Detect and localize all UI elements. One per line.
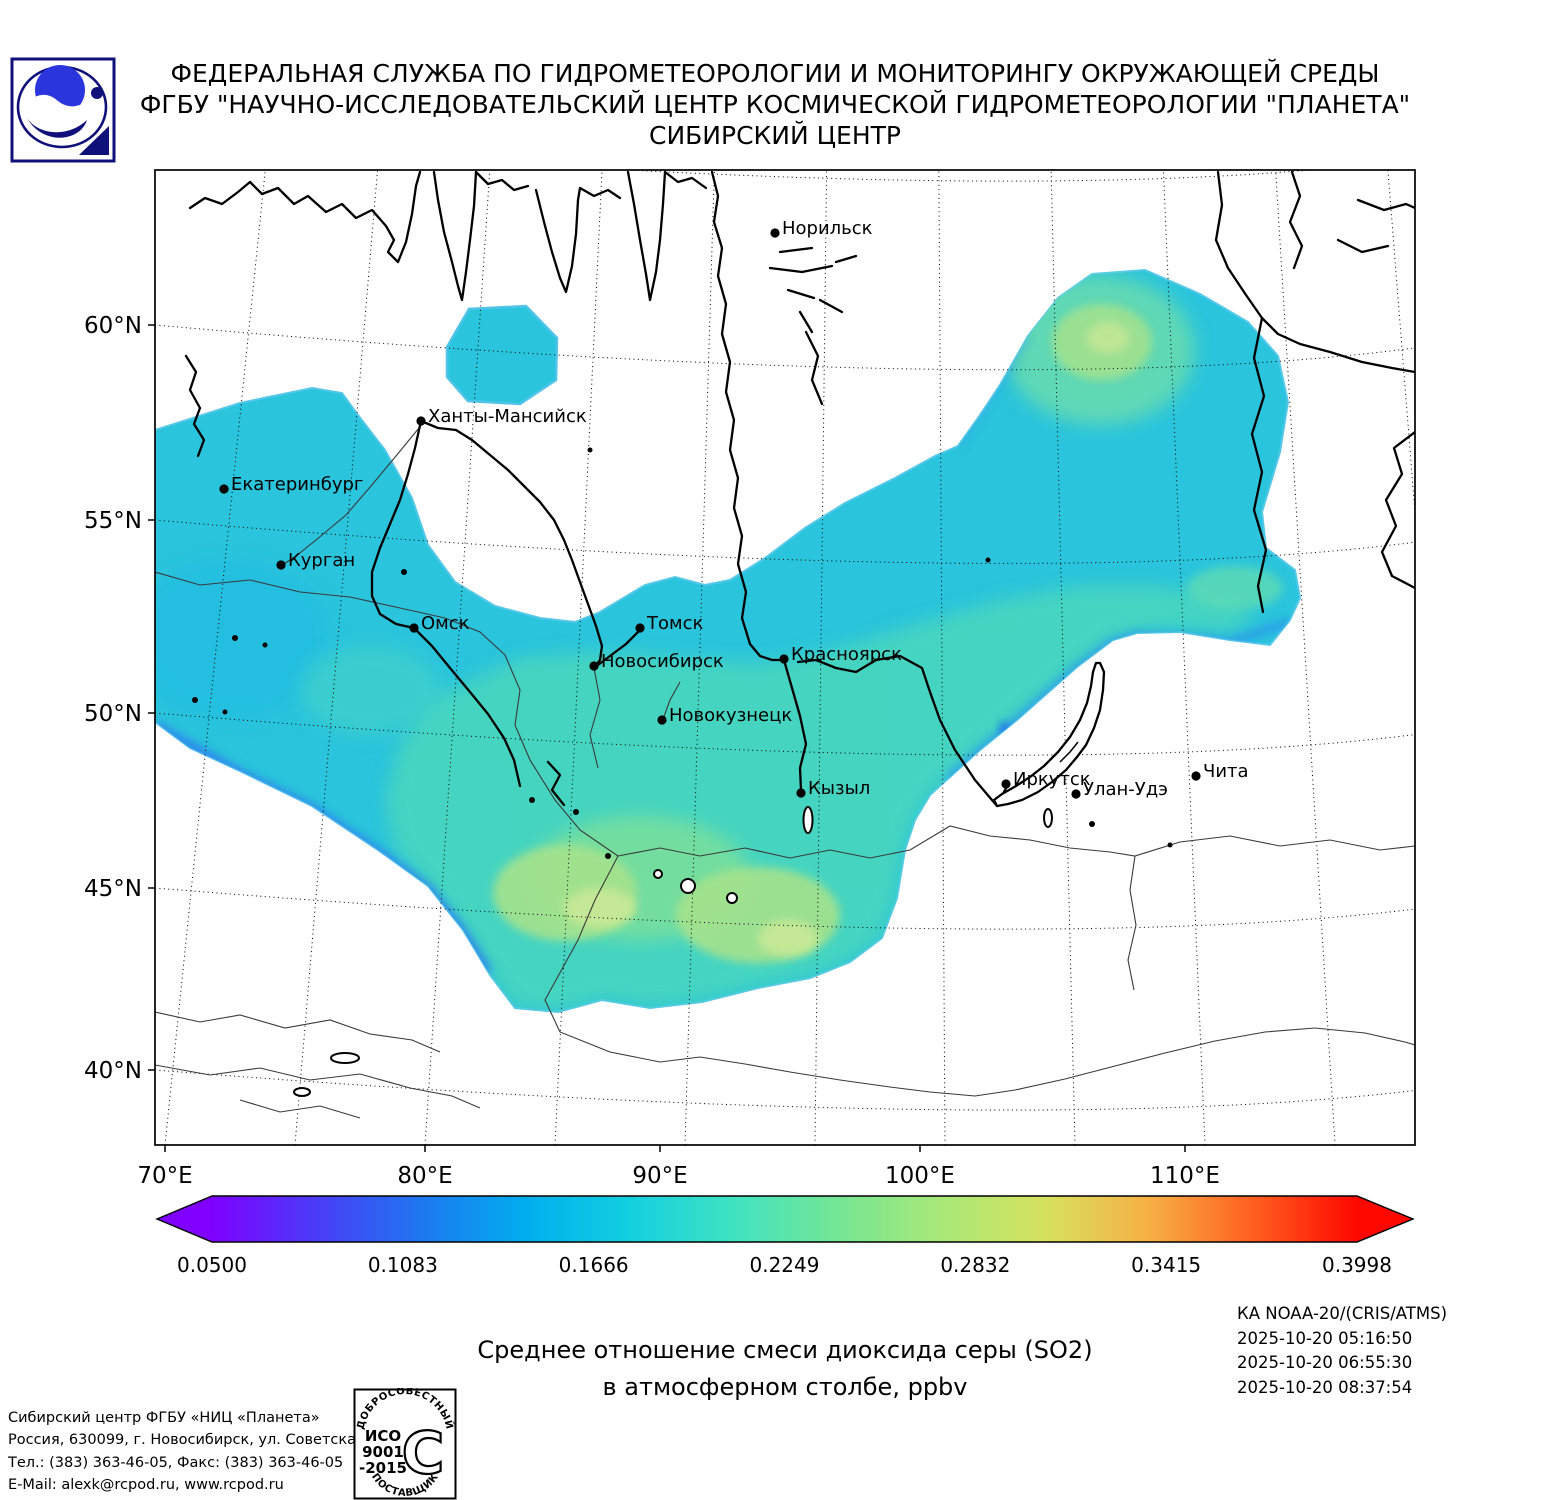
footer-line: Россия, 630099, г. Новосибирск, ул. Сове… bbox=[8, 1432, 393, 1449]
city-label: Чита bbox=[1203, 761, 1249, 782]
graticule-grid bbox=[155, 170, 1415, 1145]
city-label: Екатеринбург bbox=[231, 474, 363, 495]
iso-line: -2015 bbox=[359, 1459, 407, 1477]
city-dot bbox=[796, 788, 806, 798]
colorbar-tick-label: 0.3998 bbox=[1322, 1253, 1392, 1277]
lon-tick-label: 110°E bbox=[1150, 1163, 1220, 1189]
small-lakes bbox=[192, 447, 1173, 859]
city-label: Норильск bbox=[782, 218, 873, 239]
city-dot bbox=[589, 661, 599, 671]
colorbar-tick-labels: 0.0500 0.1083 0.1666 0.2249 0.2832 0.3415 0.39… bbox=[177, 1253, 1392, 1277]
colorbar: 0.0500 0.1083 0.1666 0.2249 0.2832 0.3415 0.39… bbox=[155, 1195, 1415, 1277]
lon-tick-label: 70°E bbox=[137, 1163, 192, 1189]
footer-contact: Сибирский центр ФГБУ «НИЦ «Планета» Росс… bbox=[8, 1407, 392, 1496]
country-borders bbox=[155, 427, 1415, 1119]
colorbar-tick-label: 0.2249 bbox=[750, 1253, 820, 1277]
lat-tick-label: 40°N bbox=[84, 1058, 142, 1084]
city-label: Красноярск bbox=[791, 644, 902, 665]
satellite-platform: КА NOAA-20/(CRIS/ATMS) bbox=[1237, 1304, 1448, 1323]
city-label: Томск bbox=[646, 613, 703, 634]
footer-line: Тел.: (383) 363-46-05, Факс: (383) 363-4… bbox=[8, 1454, 344, 1471]
city-label: Улан-Удэ bbox=[1083, 779, 1168, 800]
axis-labels: 60°N 55°N 50°N 45°N 40°N 70°E 80°E 90°E 100°E 110… bbox=[84, 313, 1220, 1189]
so2-field-hexagon-patch bbox=[445, 304, 559, 406]
planeta-logo-icon bbox=[10, 57, 116, 163]
iso-letter-c: С bbox=[402, 1419, 445, 1487]
header-title: ФЕДЕРАЛЬНАЯ СЛУЖБА ПО ГИДРОМЕТЕОРОЛОГИИ … bbox=[20, 58, 1530, 151]
planet-orbit-icon bbox=[16, 65, 109, 155]
city-dot bbox=[409, 623, 419, 633]
colorbar-tick-label: 0.1666 bbox=[559, 1253, 629, 1277]
footer-line: Сибирский центр ФГБУ «НИЦ «Планета» bbox=[8, 1410, 320, 1426]
lake-baikal bbox=[192, 447, 1173, 1097]
lat-tick-label: 50°N bbox=[84, 701, 142, 727]
city-label: Омск bbox=[421, 613, 470, 634]
city-label: Кызыл bbox=[808, 778, 870, 799]
map-frame bbox=[154, 169, 1416, 1146]
city-label: Новокузнецк bbox=[669, 705, 792, 726]
satellite-timestamp: 2025-10-20 06:55:30 bbox=[1237, 1353, 1413, 1372]
header-line-3: СИБИРСКИЙ ЦЕНТР bbox=[649, 121, 901, 150]
city-dot bbox=[276, 560, 286, 570]
caption: Среднее отношение смеси диоксида серы (S… bbox=[160, 1332, 1410, 1406]
caption-line-1: Среднее отношение смеси диоксида серы (S… bbox=[477, 1336, 1093, 1364]
city-dot bbox=[1071, 789, 1081, 799]
colorbar-tick-label: 0.3415 bbox=[1131, 1253, 1201, 1277]
colorbar-tick-label: 0.0500 bbox=[177, 1253, 247, 1277]
so2-field bbox=[155, 268, 1302, 1014]
header-line-2: ФГБУ "НАУЧНО-ИССЛЕДОВАТЕЛЬСКИЙ ЦЕНТР КОС… bbox=[139, 90, 1411, 119]
satellite-info: КА NOAA-20/(CRIS/ATMS) 2025-10-20 05:16:… bbox=[1237, 1302, 1447, 1400]
city-markers: Норильск Ханты-Мансийск Екатеринбург Курган… bbox=[219, 218, 1249, 800]
lon-tick-label: 80°E bbox=[397, 1163, 452, 1189]
satellite-timestamp: 2025-10-20 05:16:50 bbox=[1237, 1328, 1413, 1348]
city-dot bbox=[635, 623, 645, 633]
city-dot bbox=[657, 715, 667, 725]
footer-line: E-Mail: alexk@rcpod.ru, www.rcpod.ru bbox=[8, 1476, 284, 1493]
header-line-1: ФЕДЕРАЛЬНАЯ СЛУЖБА ПО ГИДРОМЕТЕОРОЛОГИИ … bbox=[170, 59, 1380, 88]
colorbar-tick-label: 0.1083 bbox=[368, 1253, 438, 1277]
iso-9001-badge: ДОБРОСОВЕСТНЫЙ ПОСТАВЩИК ИСО 9001 -2015 … bbox=[353, 1388, 457, 1500]
city-label: Иркутск bbox=[1013, 769, 1091, 790]
lat-tick-label: 45°N bbox=[84, 876, 142, 902]
city-label: Курган bbox=[288, 550, 355, 571]
lon-tick-label: 100°E bbox=[885, 1163, 955, 1189]
satellite-timestamp: 2025-10-20 08:37:54 bbox=[1237, 1377, 1413, 1397]
city-dot bbox=[1001, 779, 1011, 789]
iso-line: ИСО bbox=[365, 1427, 401, 1445]
lat-tick-label: 60°N bbox=[84, 313, 142, 339]
city-label: Ханты-Мансийск bbox=[428, 406, 587, 427]
axis-ticks bbox=[148, 324, 1186, 1152]
city-dot bbox=[779, 654, 789, 664]
iso-line: 9001 bbox=[362, 1443, 404, 1461]
lat-tick-label: 55°N bbox=[84, 508, 142, 534]
city-label: Новосибирск bbox=[601, 651, 724, 672]
city-dot bbox=[219, 484, 229, 494]
coastlines-rivers bbox=[184, 170, 1415, 808]
city-dot bbox=[1191, 771, 1201, 781]
city-dot bbox=[770, 228, 780, 238]
caption-line-2: в атмосферном столбе, ppbv bbox=[602, 1373, 968, 1401]
lon-tick-label: 90°E bbox=[632, 1163, 687, 1189]
city-dot bbox=[416, 416, 426, 426]
colorbar-tick-label: 0.2832 bbox=[940, 1253, 1010, 1277]
colorbar-bar bbox=[155, 1195, 1415, 1243]
